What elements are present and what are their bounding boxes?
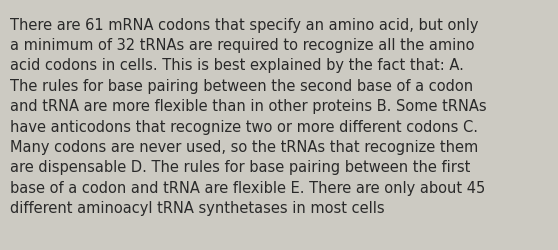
- Text: There are 61 mRNA codons that specify an amino acid, but only
a minimum of 32 tR: There are 61 mRNA codons that specify an…: [10, 18, 487, 215]
